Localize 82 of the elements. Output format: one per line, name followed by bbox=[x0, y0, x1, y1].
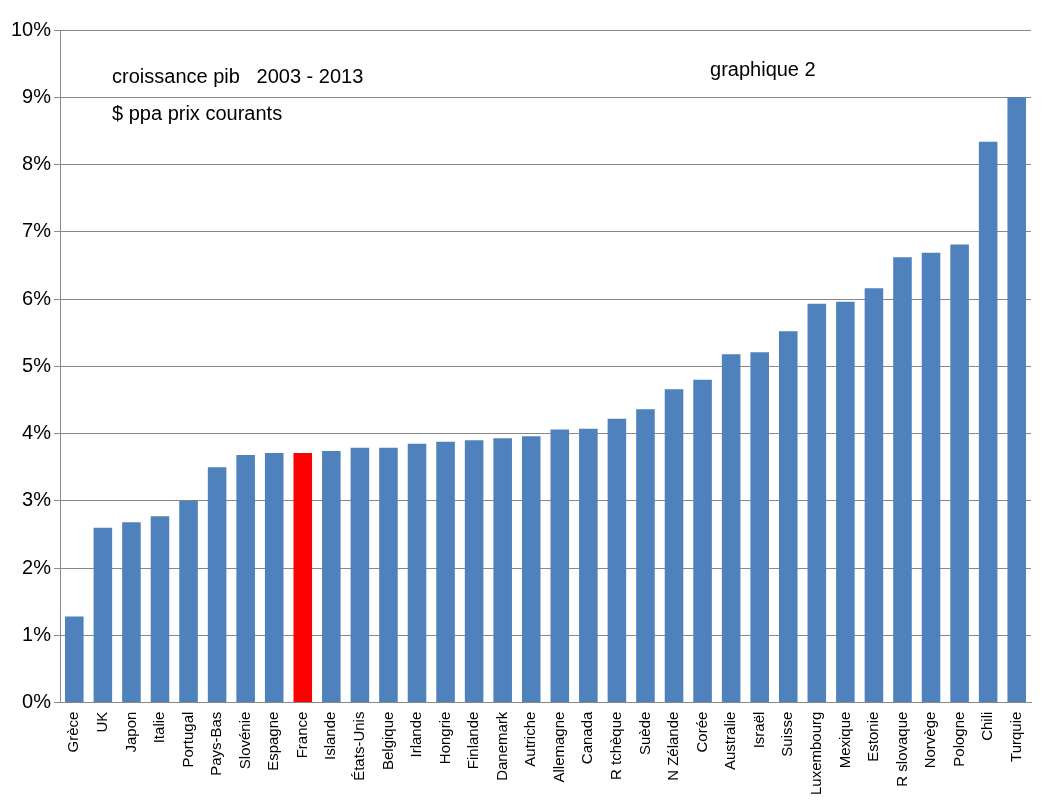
x-tick-label: Slovénie bbox=[235, 711, 253, 770]
bar bbox=[664, 389, 684, 703]
x-tick-label: Italie bbox=[150, 711, 168, 744]
bar bbox=[721, 354, 741, 703]
bar bbox=[293, 453, 313, 703]
bar bbox=[750, 352, 769, 703]
y-tick-label: 9% bbox=[22, 84, 52, 107]
x-tick-label: Espagne bbox=[264, 711, 282, 771]
x-tick-label: Estonie bbox=[864, 711, 882, 762]
x-tick-label: Turquie bbox=[1006, 711, 1024, 762]
x-tick-label: Australie bbox=[721, 711, 739, 770]
bar bbox=[379, 447, 398, 703]
x-tick-label: Israël bbox=[749, 711, 767, 749]
x-tick-label: Japon bbox=[121, 711, 139, 753]
y-tick-label: 1% bbox=[22, 622, 52, 645]
bar bbox=[978, 141, 998, 703]
y-tick-label: 0% bbox=[22, 690, 52, 713]
y-tick-label: 6% bbox=[22, 286, 52, 309]
x-tick-label: Danemark bbox=[492, 711, 510, 781]
bar bbox=[607, 418, 627, 703]
bar bbox=[464, 440, 484, 703]
x-tick-label: Pologne bbox=[949, 711, 967, 767]
x-tick-label: France bbox=[292, 711, 310, 759]
bar bbox=[836, 301, 855, 703]
bar bbox=[236, 455, 255, 703]
bar bbox=[179, 500, 198, 703]
bar bbox=[778, 331, 798, 703]
bar bbox=[322, 451, 341, 703]
bar bbox=[864, 288, 884, 703]
bar bbox=[693, 379, 712, 703]
bar bbox=[65, 616, 84, 703]
bar bbox=[579, 428, 598, 703]
bar bbox=[1007, 97, 1026, 703]
x-tick-label: Finlande bbox=[464, 711, 482, 770]
x-tick-label: Mexique bbox=[835, 711, 853, 769]
bar bbox=[407, 443, 427, 703]
x-tick-label: Hongrie bbox=[435, 711, 453, 765]
y-tick-label: 2% bbox=[22, 555, 52, 578]
x-tick-label: Allemagne bbox=[549, 711, 567, 783]
annotation: graphique 2 bbox=[710, 57, 816, 80]
x-tick-label: N Zélande bbox=[664, 711, 682, 781]
x-tick-label: Canada bbox=[578, 710, 596, 765]
x-tick-label: UK bbox=[93, 711, 111, 733]
x-tick-label: Chili bbox=[978, 711, 996, 741]
bar bbox=[550, 429, 570, 703]
bar bbox=[950, 244, 969, 703]
bar bbox=[93, 527, 113, 703]
annotation: $ ppa prix courants bbox=[112, 101, 283, 124]
x-tick-label: Belgique bbox=[378, 711, 396, 770]
x-tick-label: États-Unis bbox=[350, 711, 368, 781]
x-tick-label: Suède bbox=[635, 711, 653, 755]
x-tick-label: Islande bbox=[321, 711, 339, 760]
y-tick-label: 10% bbox=[11, 17, 52, 40]
x-tick-label: R slovaque bbox=[892, 711, 910, 787]
x-tick-label: Portugal bbox=[178, 711, 196, 768]
x-tick-label: Grèce bbox=[64, 711, 82, 753]
x-tick-label: Autriche bbox=[521, 711, 539, 767]
bar bbox=[122, 522, 141, 703]
bar bbox=[893, 257, 912, 703]
y-tick-label: 3% bbox=[22, 488, 52, 511]
y-tick-label: 8% bbox=[22, 152, 52, 175]
bar bbox=[521, 436, 541, 703]
bar bbox=[436, 441, 455, 703]
bar bbox=[350, 447, 370, 703]
x-tick-label: Pays-Bas bbox=[207, 711, 225, 776]
y-tick-label: 4% bbox=[22, 421, 52, 444]
bar bbox=[636, 409, 655, 703]
x-tick-label: Corée bbox=[692, 711, 710, 753]
x-tick-label: Norvège bbox=[921, 711, 939, 769]
x-tick-label: Irlande bbox=[407, 711, 425, 758]
bar bbox=[807, 303, 827, 703]
bar bbox=[207, 467, 227, 703]
bar bbox=[493, 438, 512, 703]
bar bbox=[264, 453, 284, 703]
x-tick-label: R tchèque bbox=[607, 711, 625, 780]
annotation: croissance pib 2003 - 2013 bbox=[112, 64, 364, 87]
bar bbox=[150, 516, 170, 703]
x-tick-label: Suisse bbox=[778, 711, 796, 757]
x-tick-label: Luxembourg bbox=[806, 711, 824, 795]
y-tick-label: 7% bbox=[22, 219, 52, 242]
y-tick-label: 5% bbox=[22, 353, 52, 376]
bar bbox=[921, 252, 941, 703]
